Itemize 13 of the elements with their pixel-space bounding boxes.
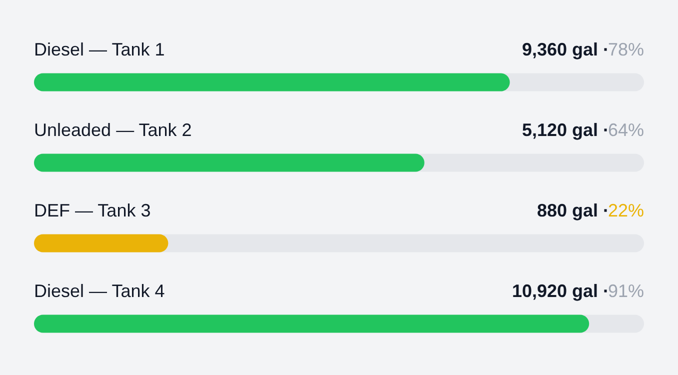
- data-label: 64%: [608, 120, 644, 140]
- y-tick-label: Diesel — Tank 4: [34, 280, 165, 301]
- data-label: 91%: [608, 280, 644, 301]
- y-tick-label: Unleaded — Tank 2: [34, 120, 192, 140]
- annotation: 880 gal ·: [536, 200, 609, 220]
- y-tick-label: DEF — Tank 3: [34, 200, 151, 220]
- data-label: 78%: [608, 39, 644, 60]
- bar: [34, 234, 168, 252]
- y-tick-label: Diesel — Tank 1: [34, 39, 165, 60]
- data-label: 22%: [608, 200, 644, 220]
- annotation: 5,120 gal ·: [522, 120, 609, 140]
- annotation: 9,360 gal ·: [522, 39, 609, 60]
- annotation: 10,920 gal ·: [512, 280, 609, 301]
